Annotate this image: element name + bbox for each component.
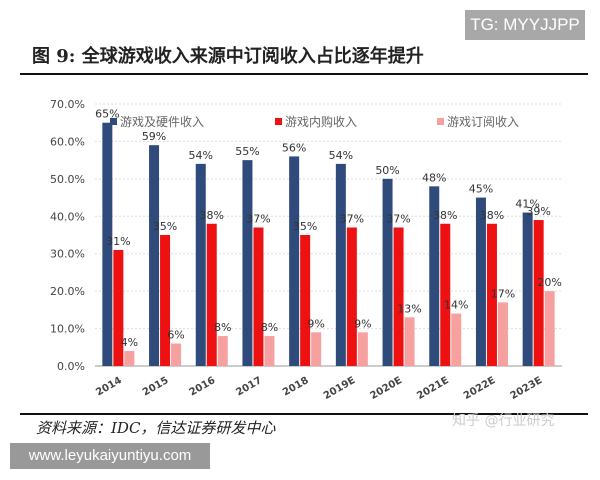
legend-swatch — [437, 118, 444, 125]
data-label: 8% — [214, 321, 231, 334]
bar — [335, 163, 346, 366]
bar — [522, 212, 533, 366]
bar — [195, 163, 206, 366]
bar — [171, 343, 182, 366]
data-label: 48% — [422, 171, 446, 184]
data-label: 65% — [95, 108, 119, 121]
bar — [217, 336, 228, 366]
source-rule — [20, 413, 588, 415]
bar — [242, 160, 253, 366]
x-tick-label: 2015 — [141, 375, 171, 398]
x-tick-label: 2023E — [509, 375, 545, 402]
bar — [393, 227, 404, 366]
data-label: 41% — [515, 198, 539, 211]
legend-swatch — [110, 118, 117, 125]
y-tick-label: 40.0% — [50, 210, 85, 223]
x-tick-label: 2016 — [188, 375, 218, 398]
data-label: 8% — [261, 321, 278, 334]
legend-label: 游戏及硬件收入 — [120, 115, 204, 129]
bar — [113, 249, 124, 366]
data-label: 17% — [491, 287, 515, 300]
bar — [124, 351, 135, 366]
data-label: 55% — [235, 145, 259, 158]
x-tick-label: 2021E — [415, 375, 451, 402]
bar — [357, 332, 368, 366]
figure-title: 图 9: 全球游戏收入来源中订阅收入占比逐年提升 — [32, 46, 424, 67]
bar — [451, 313, 462, 366]
x-tick-label: 2014 — [94, 375, 124, 398]
bar — [206, 223, 217, 366]
bar — [404, 317, 415, 366]
data-label: 54% — [189, 149, 213, 162]
bar — [486, 223, 497, 366]
bar — [149, 145, 160, 366]
watermark-url: www.leyukaiyuntiyu.com — [10, 443, 210, 469]
data-label: 38% — [200, 209, 224, 222]
title-rule — [20, 73, 588, 75]
data-label: 38% — [480, 209, 504, 222]
bar — [544, 291, 555, 366]
data-label: 56% — [282, 141, 306, 154]
data-label: 54% — [329, 149, 353, 162]
bar — [382, 178, 393, 366]
bar — [440, 223, 451, 366]
source-note: 资料来源：IDC，信达证券研发中心 — [36, 419, 276, 437]
data-label: 35% — [293, 220, 317, 233]
data-label: 20% — [537, 276, 561, 289]
data-label: 13% — [397, 302, 421, 315]
data-label: 39% — [526, 205, 550, 218]
data-label: 4% — [121, 336, 138, 349]
bar — [475, 197, 486, 366]
bar — [429, 186, 440, 366]
x-tick-label: 2020E — [369, 375, 405, 402]
data-label: 38% — [433, 209, 457, 222]
y-tick-label: 70.0% — [50, 98, 85, 111]
y-tick-label: 30.0% — [50, 248, 85, 261]
bar — [497, 302, 508, 366]
bar — [264, 336, 275, 366]
bar — [346, 227, 357, 366]
y-tick-label: 60.0% — [50, 135, 85, 148]
data-label: 6% — [167, 329, 184, 342]
x-tick-label: 2017 — [234, 375, 264, 398]
legend-label: 游戏内购收入 — [285, 114, 357, 129]
y-tick-label: 50.0% — [50, 173, 85, 186]
bar — [311, 332, 322, 366]
bar — [300, 235, 311, 366]
bar — [289, 156, 300, 366]
data-label: 37% — [246, 213, 270, 226]
x-tick-label: 2022E — [462, 375, 498, 402]
x-tick-label: 2018 — [281, 375, 311, 398]
data-label: 59% — [142, 130, 166, 143]
bar — [533, 220, 544, 366]
bar — [102, 122, 113, 366]
data-label: 9% — [354, 317, 371, 330]
data-label: 14% — [444, 299, 468, 312]
watermark-zhihu: 知乎 @行业研究 — [452, 413, 555, 429]
bar — [160, 235, 171, 366]
data-label: 31% — [106, 235, 130, 248]
bar — [253, 227, 264, 366]
data-label: 37% — [340, 213, 364, 226]
y-tick-label: 20.0% — [50, 285, 85, 298]
watermark-tg: TG: MYYJJPP — [465, 10, 585, 40]
y-tick-label: 10.0% — [50, 323, 85, 336]
y-tick-label: 0.0% — [57, 360, 85, 373]
legend-label: 游戏订阅收入 — [447, 115, 519, 129]
data-label: 45% — [469, 183, 493, 196]
data-label: 9% — [307, 317, 324, 330]
data-label: 35% — [153, 220, 177, 233]
legend-swatch — [275, 118, 282, 125]
data-label: 37% — [386, 213, 410, 226]
x-tick-label: 2019E — [322, 375, 358, 402]
data-label: 50% — [375, 164, 399, 177]
